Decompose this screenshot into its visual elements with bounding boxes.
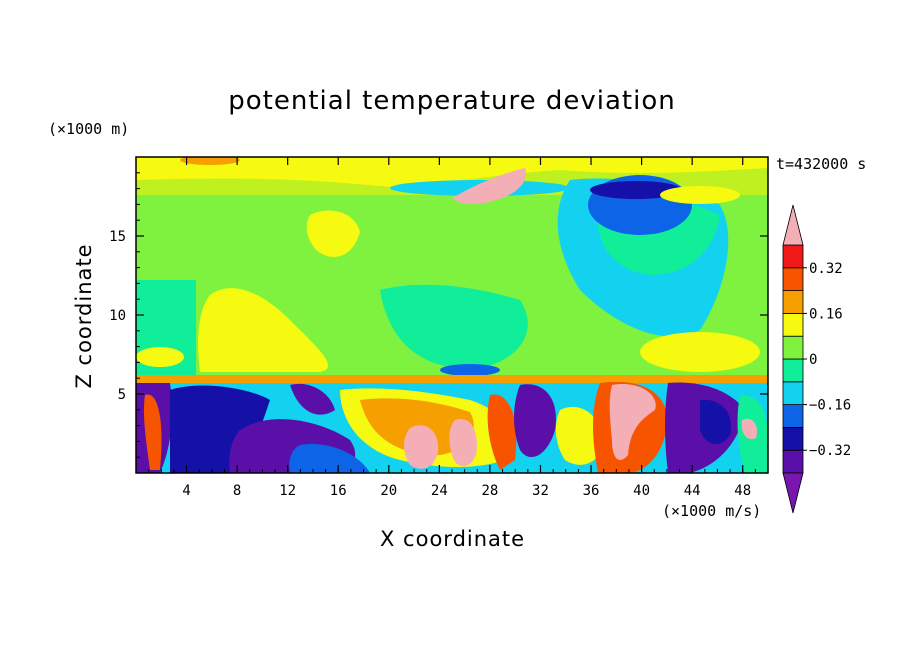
- field-top-orange: [180, 157, 240, 165]
- field-low-pink-8: [404, 425, 439, 469]
- y-tick-label: 15: [109, 229, 126, 245]
- y-tick-label: 10: [109, 308, 126, 324]
- field-low-purple-5: [290, 383, 335, 415]
- colorbar-label: −0.16: [809, 398, 851, 414]
- x-tick-label: 4: [182, 483, 190, 499]
- colorbar-swatch: [782, 267, 804, 291]
- colorbar-label: 0.16: [809, 306, 843, 322]
- colorbar-swatch: [782, 290, 804, 314]
- colorbar-label: 0: [809, 352, 817, 368]
- field-low-stripe: [136, 375, 768, 383]
- colorbar-swatch: [782, 244, 804, 269]
- x-tick-label: 24: [431, 483, 448, 499]
- x-tick-label: 16: [330, 483, 347, 499]
- chart-title: potential temperature deviation: [228, 86, 676, 116]
- colorbar-label: 0.32: [809, 261, 843, 277]
- colorbar-swatch: [782, 449, 804, 474]
- x-tick-label: 48: [734, 483, 751, 499]
- heatmap-field: [136, 157, 768, 473]
- x-ticks: 4 8 12 16 20 24 28 32 36 40 44 48: [148, 157, 756, 499]
- colorbar-swatch: [782, 426, 804, 451]
- x-tick-label: 12: [279, 483, 296, 499]
- x-axis-label: X coordinate: [380, 527, 526, 551]
- field-low-red-10: [487, 394, 517, 470]
- colorbar: 0.32 0.16 0 −0.16 −0.32: [782, 204, 851, 514]
- field-mid-yellow-1: [306, 210, 360, 257]
- x-tick-label: 40: [633, 483, 650, 499]
- z-axis-unit: (×1000 m): [48, 120, 130, 138]
- colorbar-swatch: [782, 335, 804, 360]
- field-low-pink-14: [609, 384, 656, 460]
- colorbar-swatch: [782, 404, 804, 428]
- x-tick-label: 8: [233, 483, 241, 499]
- colorbar-swatch: [782, 358, 804, 383]
- field-low-navy-16: [700, 399, 731, 445]
- field-low-purple-11: [514, 384, 556, 458]
- x-tick-label: 32: [532, 483, 549, 499]
- field-mid-blue-6: [440, 364, 500, 376]
- field-mid-yellow-5: [136, 347, 184, 367]
- field-mid-yellow-2: [198, 288, 329, 372]
- colorbar-swatch: [782, 312, 804, 337]
- field-right-yellow: [660, 186, 740, 204]
- x-axis-unit: (×1000 m/s): [662, 502, 762, 520]
- field-mid-yellow-4: [640, 332, 760, 372]
- y-tick-label: 5: [118, 387, 126, 403]
- x-tick-label: 20: [380, 483, 397, 499]
- colorbar-label: −0.32: [809, 443, 851, 459]
- field-pink-anomaly: [452, 168, 527, 205]
- colorbar-max-arrow: [782, 204, 804, 246]
- field-low-pink-18: [741, 418, 758, 440]
- y-ticks: 5 10 15: [109, 172, 768, 458]
- time-label: t=432000 s: [776, 155, 867, 173]
- field-low-yellow-12: [555, 406, 605, 465]
- x-tick-label: 28: [481, 483, 498, 499]
- field-top-yellow: [136, 157, 768, 187]
- colorbar-swatch: [782, 381, 804, 405]
- field-low-pink-9: [449, 419, 477, 467]
- field-deep-blue-anomaly: [590, 181, 682, 199]
- field-mid-green-3: [380, 284, 528, 369]
- colorbar-min-arrow: [782, 472, 804, 514]
- field-low-blue-19: [289, 444, 370, 473]
- field-low-red-2: [143, 394, 162, 470]
- x-tick-label: 36: [583, 483, 600, 499]
- x-tick-label: 44: [684, 483, 701, 499]
